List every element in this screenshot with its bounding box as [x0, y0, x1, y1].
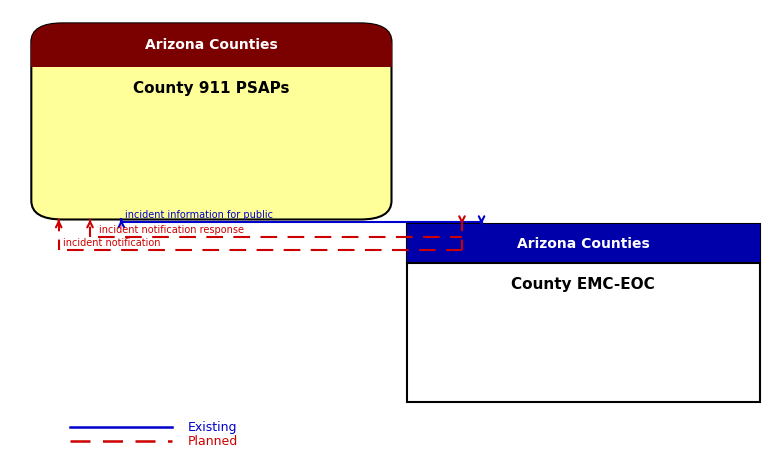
Bar [31, 43, 392, 66]
Bar [407, 224, 760, 402]
FancyBboxPatch shape [31, 23, 392, 219]
FancyBboxPatch shape [31, 23, 392, 66]
Text: Existing: Existing [188, 421, 237, 434]
Text: Planned: Planned [188, 435, 238, 448]
Text: incident notification response: incident notification response [99, 225, 244, 235]
Text: County 911 PSAPs: County 911 PSAPs [133, 80, 290, 96]
Text: incident information for public: incident information for public [125, 210, 273, 220]
Text: Arizona Counties: Arizona Counties [517, 237, 650, 251]
Bar [407, 224, 760, 263]
Text: Arizona Counties: Arizona Counties [145, 38, 278, 52]
Text: County EMC-EOC: County EMC-EOC [511, 277, 655, 292]
Text: incident notification: incident notification [63, 238, 161, 248]
